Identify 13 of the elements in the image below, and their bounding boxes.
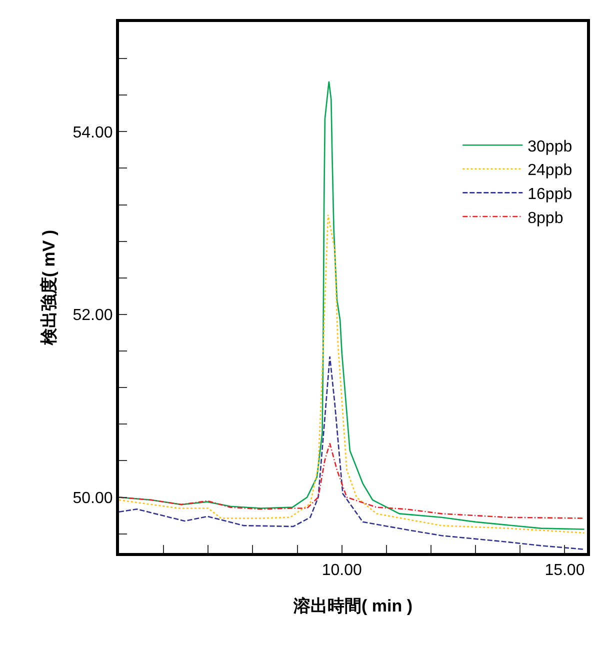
- legend-label: 30ppb: [528, 138, 572, 156]
- x-tick-label: 15.00: [544, 562, 585, 580]
- y-tick-label: 50.00: [72, 490, 113, 507]
- x-axis-title: 溶出時間( min ): [292, 596, 412, 616]
- y-tick-label: 54.00: [72, 124, 113, 142]
- line-series: [119, 442, 585, 519]
- x-tick-label: 10.00: [322, 562, 362, 580]
- legend-label: 24ppb: [528, 162, 572, 180]
- legend-label: 8ppb: [528, 210, 564, 227]
- line-series: [119, 356, 585, 550]
- legend-label: 16ppb: [528, 186, 572, 203]
- y-tick-label: 52.00: [72, 307, 113, 324]
- y-axis-title: 検出強度( mV ): [39, 230, 58, 346]
